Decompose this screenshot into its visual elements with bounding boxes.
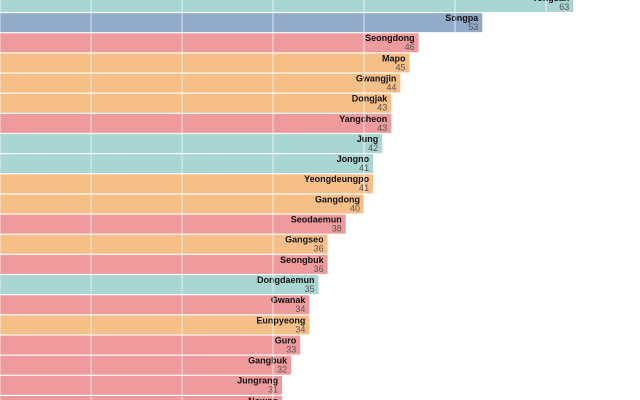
bar-label: Jongno: [337, 154, 370, 164]
bar: [0, 315, 310, 335]
bar: [0, 396, 283, 400]
bar: [0, 113, 392, 133]
bar-label: Yangcheon: [339, 114, 387, 124]
bar: [0, 295, 310, 315]
bar-label: Jung: [357, 134, 379, 144]
bar-label: Seongbuk: [280, 255, 324, 265]
value-label: 46: [405, 42, 415, 52]
value-label: 40: [350, 203, 360, 213]
bar: [0, 0, 574, 12]
value-label: 43: [377, 103, 387, 113]
value-label: 32: [277, 365, 287, 375]
value-label: 36: [314, 244, 324, 254]
bar-label: Gangdong: [315, 194, 360, 204]
bar: [0, 234, 328, 254]
bar: [0, 13, 483, 33]
bar-label: Yeongdeungpo: [304, 174, 369, 184]
bar: [0, 335, 301, 355]
bar: [0, 134, 383, 154]
bar-label: Dongjak: [352, 94, 388, 104]
bar: [0, 73, 401, 93]
bar-label: Yongsan: [532, 0, 569, 3]
bar-label: Gwangjin: [356, 73, 397, 83]
bar-label: Guro: [275, 335, 297, 345]
bar-label: Seongdong: [365, 33, 415, 43]
bar: [0, 93, 392, 113]
value-label: 33: [286, 344, 296, 354]
value-label: 53: [468, 22, 478, 32]
value-label: 43: [377, 123, 387, 133]
bar-label: Gangseo: [285, 235, 324, 245]
value-label: 34: [295, 324, 305, 334]
bar: [0, 174, 374, 194]
value-label: 42: [368, 143, 378, 153]
bar-label: Mapo: [382, 53, 406, 63]
bar-label: Gangbuk: [248, 356, 288, 366]
value-label: 35: [304, 284, 314, 294]
value-label: 45: [395, 62, 405, 72]
bar: [0, 355, 292, 375]
value-label: 36: [314, 264, 324, 274]
bar: [0, 275, 319, 295]
bar-label: Dongdaemun: [257, 275, 315, 285]
bar: [0, 375, 283, 395]
value-label: 38: [332, 224, 342, 234]
value-label: 34: [295, 304, 305, 314]
bar: [0, 254, 328, 274]
value-label: 44: [386, 82, 396, 92]
value-label: 63: [559, 2, 569, 12]
bar: [0, 154, 374, 174]
bar: [0, 214, 346, 234]
bar: [0, 53, 410, 73]
bar-label: Gwanak: [271, 295, 307, 305]
bar-label: Jungrang: [237, 376, 278, 386]
bar-label: Songpa: [445, 13, 479, 23]
bar-label: Nowon: [248, 396, 278, 400]
bar-label: Seodaemun: [291, 215, 342, 225]
bar: [0, 33, 419, 53]
bar-label: Eunpyeong: [256, 315, 305, 325]
